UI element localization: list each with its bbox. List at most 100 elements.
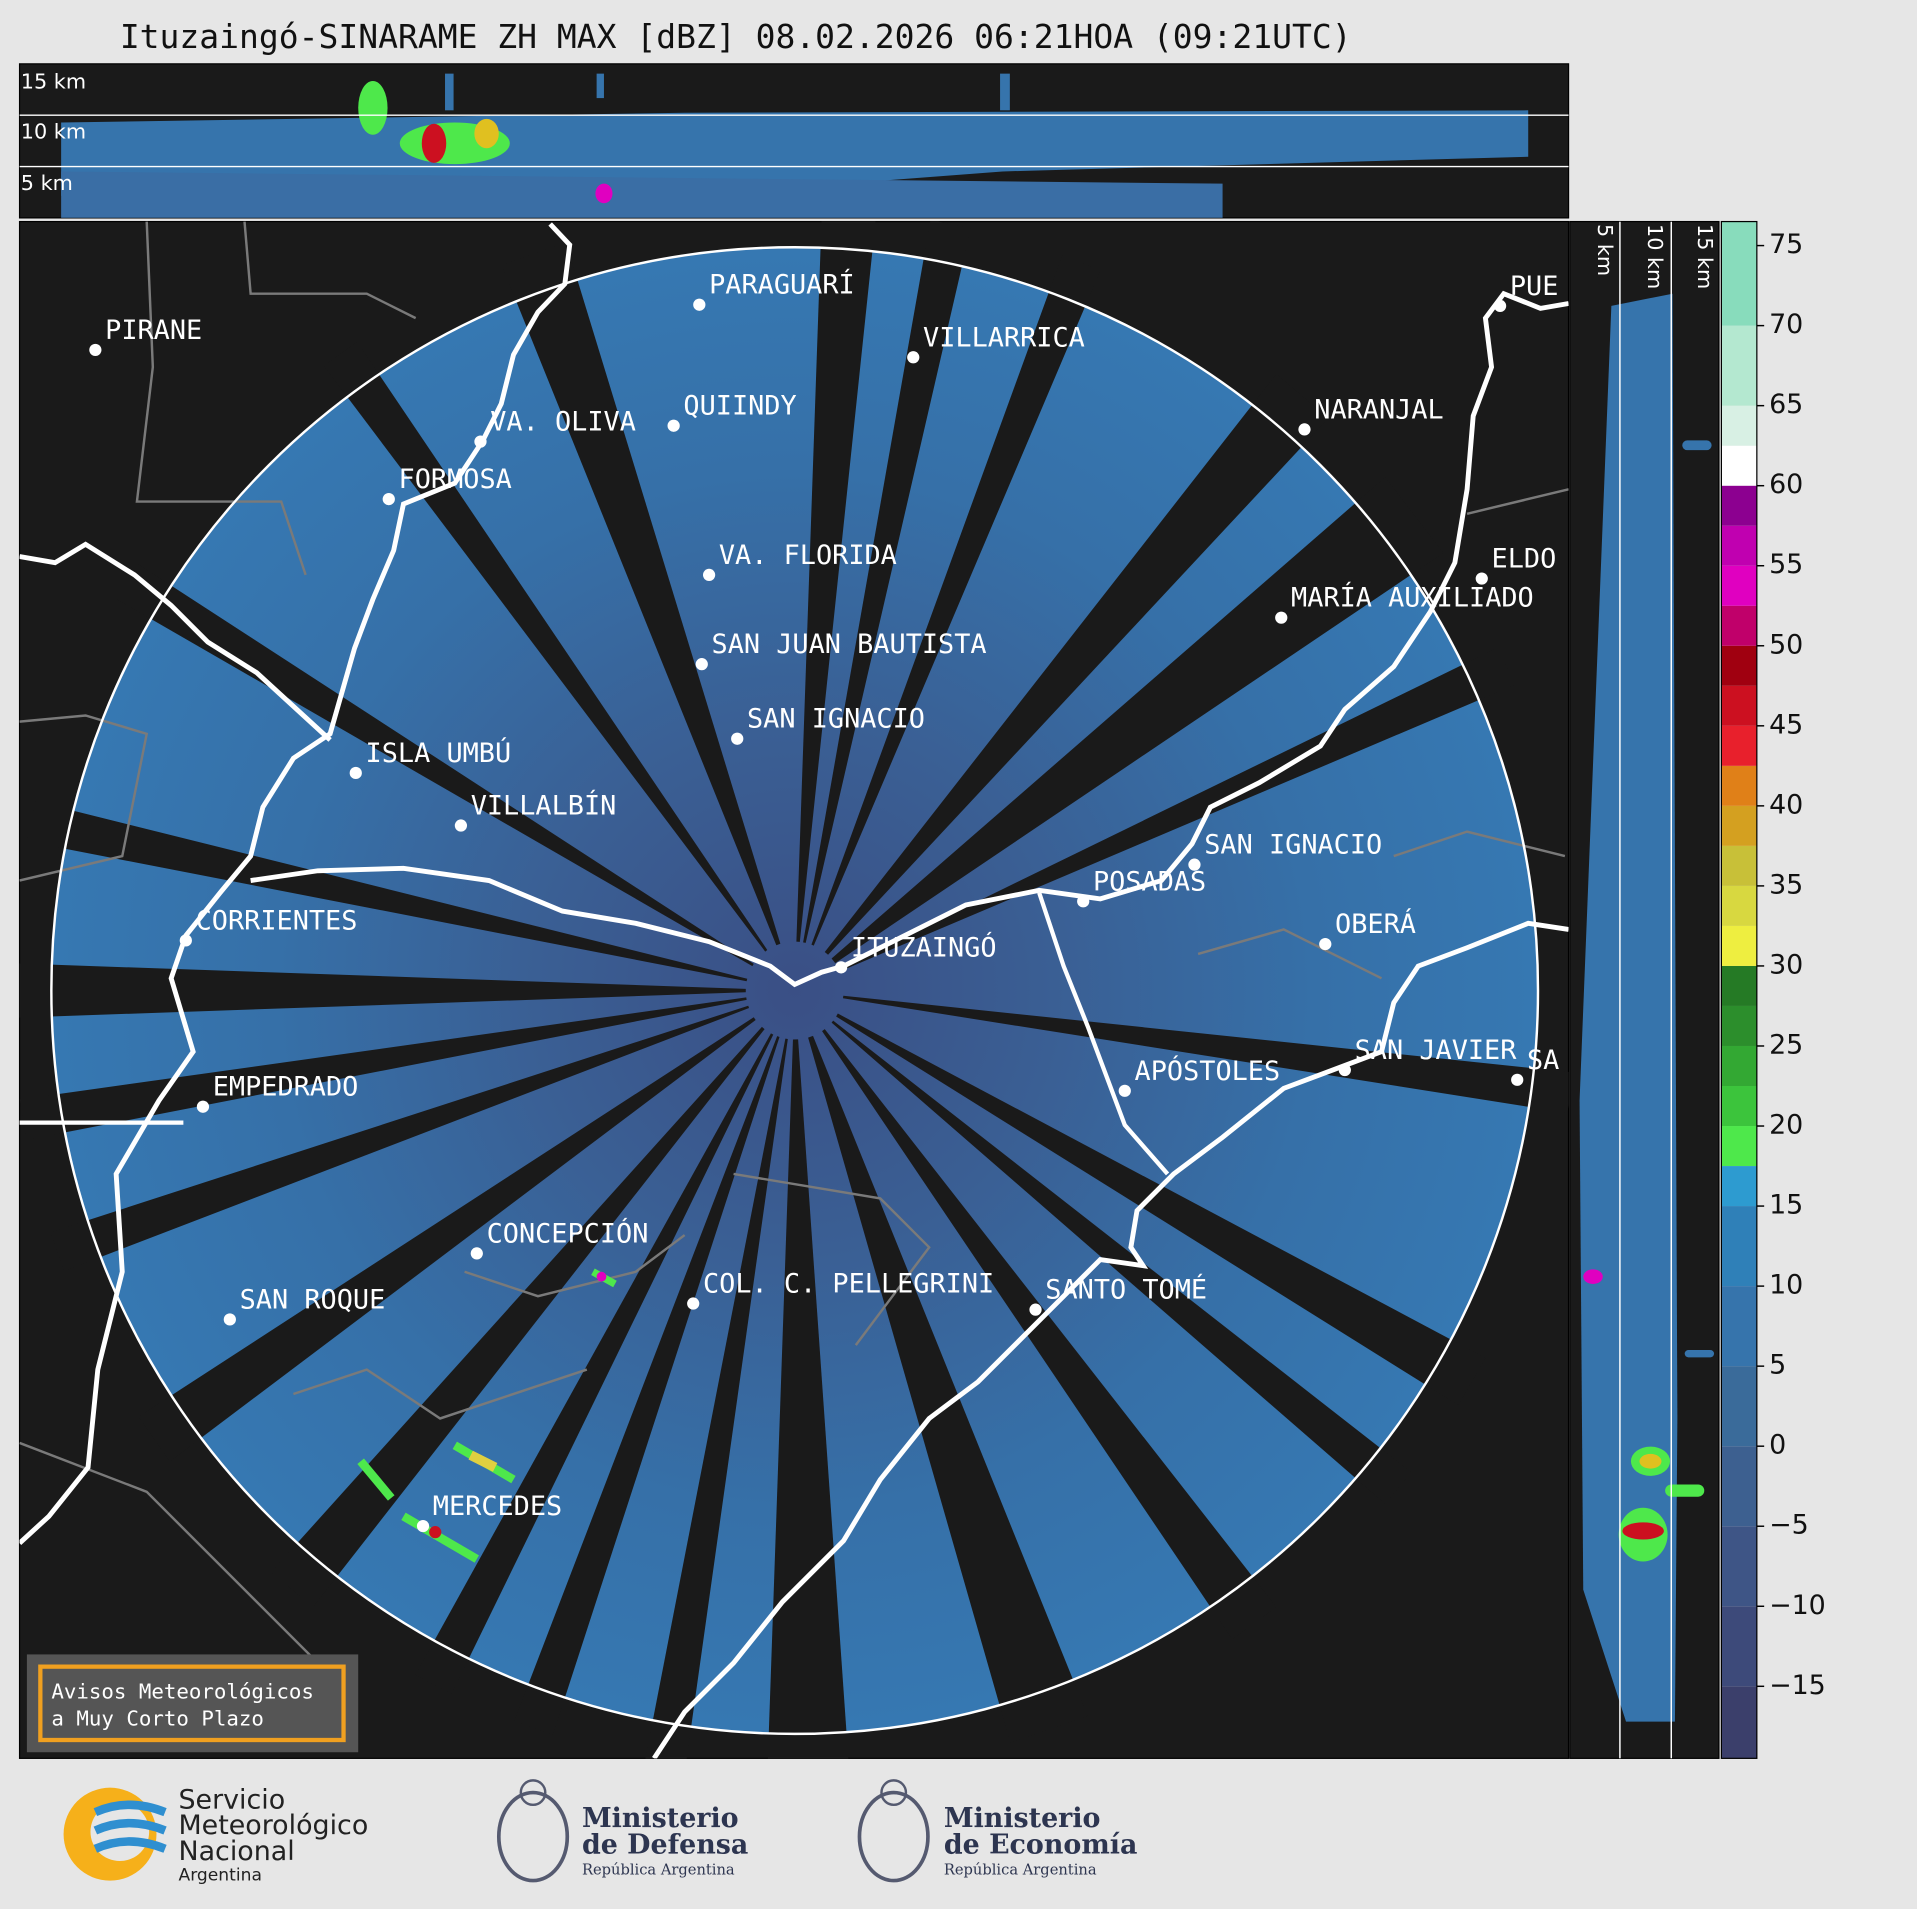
logo-emblem — [857, 1790, 930, 1883]
radar-gap — [824, 374, 1329, 955]
logo-text: República Argentina — [944, 1861, 1097, 1878]
colorbar-bin — [1721, 405, 1757, 446]
radar-gap — [822, 1029, 1277, 1640]
city-label: SAN JAVIER — [1355, 1035, 1518, 1066]
geography — [19, 221, 1569, 1759]
colorbar-bin — [1721, 1086, 1757, 1127]
river-paraguay — [19, 222, 573, 1545]
echo — [421, 123, 447, 163]
logo-text: Servicio — [178, 1784, 285, 1815]
height-label: 5 km — [1593, 224, 1617, 276]
range-ring — [50, 246, 1540, 1736]
colorbar-tick-label: 20 — [1769, 1110, 1803, 1141]
city-label: FORMOSA — [399, 464, 512, 495]
echo — [1684, 1350, 1715, 1358]
colorbar-bin — [1721, 885, 1757, 926]
city-label: SA — [1527, 1045, 1559, 1076]
logo-mark — [93, 1800, 167, 1853]
city-dot — [1118, 1084, 1131, 1097]
city-label: VILLARRICA — [923, 322, 1085, 353]
city-label: APÓSTOLES — [1135, 1055, 1281, 1087]
colorbar-bin — [1721, 1045, 1757, 1087]
colorbar-tick-label: 15 — [1769, 1190, 1803, 1221]
colorbar-tick-label: 5 — [1769, 1350, 1786, 1381]
city-label: VA. OLIVA — [490, 407, 636, 438]
city-dot — [89, 343, 102, 357]
logo-text: de Economía — [944, 1830, 1138, 1861]
colorbar-tick-label: 0 — [1769, 1430, 1786, 1461]
radar-gap — [50, 1005, 750, 1272]
radar-gap — [514, 1036, 780, 1735]
echo — [358, 80, 388, 135]
colorbar-tick-label: 60 — [1769, 469, 1803, 500]
city-label: NARANJAL — [1314, 394, 1443, 425]
province-borders — [19, 221, 1569, 1664]
logo-text: República Argentina — [582, 1861, 735, 1878]
city-dot — [382, 492, 395, 506]
city-label: SAN IGNACIO — [747, 704, 925, 735]
top-panel: 15 km 10 km 5 km — [18, 63, 1570, 219]
city-dot — [454, 819, 468, 832]
height-label: 10 km — [1643, 224, 1667, 289]
logo-emblem — [496, 1790, 570, 1883]
city-dot — [702, 568, 716, 582]
echo-band — [61, 171, 1223, 218]
colorbar-tick-label: 30 — [1769, 949, 1803, 980]
colorbar-bin — [1721, 925, 1757, 966]
logo-text: Ministerio — [944, 1803, 1101, 1834]
radar-gap — [811, 255, 1101, 946]
radar-gap — [117, 564, 754, 967]
city-dot — [474, 435, 487, 448]
river-parana — [250, 290, 1569, 988]
colorbar-bin — [1721, 1686, 1757, 1759]
logo-smn: Servicio Meteorológico Nacional Argentin… — [63, 1784, 368, 1886]
colorbar-tick-label: 65 — [1769, 389, 1803, 420]
city-dot — [1511, 1073, 1524, 1086]
river-uruguay — [652, 920, 1569, 1759]
colorbar-bin — [1721, 605, 1757, 646]
colorbar-bin — [1721, 685, 1757, 726]
city-dot — [667, 419, 680, 432]
city-label: PARAGUARÍ — [709, 269, 855, 301]
colorbar-tick-label: 35 — [1769, 869, 1803, 900]
city-label: PIRANE — [105, 315, 202, 346]
radar-gap — [831, 477, 1444, 964]
radar-gap — [836, 1013, 1486, 1406]
colorbar-bin — [1721, 485, 1757, 526]
city-label: SAN IGNACIO — [1204, 830, 1382, 861]
city-label: MERCEDES — [433, 1491, 562, 1522]
colorbar-tick-label: −5 — [1769, 1510, 1809, 1541]
city-label: VA. FLORIDA — [719, 540, 897, 571]
height-label: 5 km — [21, 171, 73, 195]
height-label: 15 km — [1693, 224, 1717, 289]
city-label: MARÍA AUXILIADO — [1291, 582, 1534, 614]
colorbar-bin — [1721, 845, 1757, 886]
notice-bg — [26, 1654, 359, 1753]
logo-text: Meteorológico — [178, 1810, 368, 1841]
logo-defensa: Ministerio de Defensa República Argentin… — [496, 1779, 748, 1883]
colorbar-bin — [1721, 1166, 1757, 1207]
colorbar-bin — [1721, 1126, 1757, 1167]
city-label: COL. C. PELLEGRINI — [703, 1269, 994, 1300]
colorbar-bin — [1721, 445, 1757, 486]
city-dot — [349, 766, 362, 780]
radar-disk — [51, 247, 1539, 1734]
radar-gap — [803, 221, 971, 943]
city-dot — [687, 1297, 700, 1310]
city-dot — [1275, 611, 1288, 624]
radar-gap — [501, 242, 781, 946]
echo — [1000, 73, 1010, 111]
logo-economia: Ministerio de Economía República Argenti… — [857, 1779, 1138, 1883]
colorbar-bin — [1721, 1446, 1757, 1527]
logo-text: de Defensa — [582, 1830, 748, 1861]
colorbar-tick-label: 55 — [1769, 549, 1803, 580]
city-dot — [1029, 1303, 1042, 1316]
colorbar: −15 −10 −5 0 5 10 15 20 25 30 35 40 45 50 55 60 65 70 75 — [1720, 220, 1826, 1759]
colorbar-bin — [1721, 765, 1757, 806]
side-panel: 5 km 10 km 15 km — [1569, 220, 1720, 1759]
city-dot — [1475, 572, 1488, 585]
city-label: SAN ROQUE — [240, 1284, 386, 1315]
colorbar-tick-label: 25 — [1769, 1029, 1803, 1060]
echo — [596, 1271, 607, 1282]
